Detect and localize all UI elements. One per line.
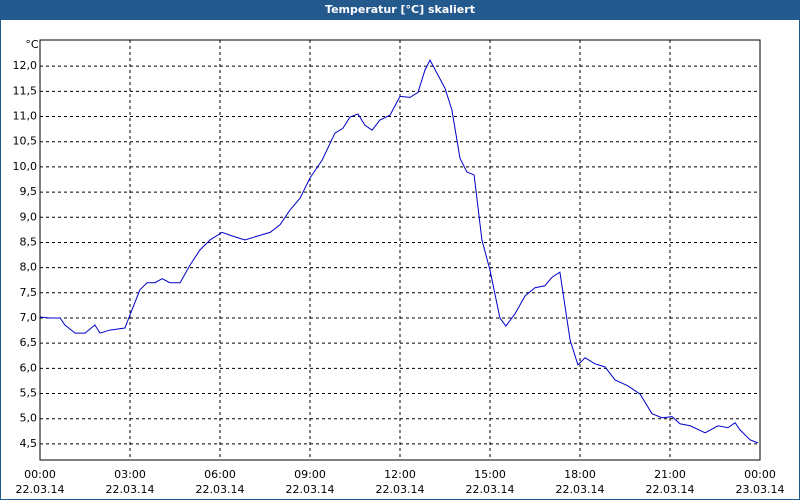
y-tick-label: 7,0 [20, 311, 38, 324]
x-tick-label: 06:00 [204, 468, 236, 481]
x-tick-label: 00:00 [24, 468, 56, 481]
y-tick-label: 9,5 [20, 185, 38, 198]
y-tick-label: 6,0 [20, 361, 38, 374]
x-tick-label: 09:00 [294, 468, 326, 481]
x-tick-sublabel: 22.03.14 [196, 483, 245, 496]
x-tick-sublabel: 22.03.14 [556, 483, 605, 496]
y-tick-label: 10,5 [13, 135, 38, 148]
x-tick-label: 21:00 [654, 468, 686, 481]
x-tick-label: 18:00 [564, 468, 596, 481]
x-tick-label: 12:00 [384, 468, 416, 481]
x-tick-sublabel: 23.03.14 [736, 483, 785, 496]
x-tick-label: 15:00 [474, 468, 506, 481]
y-tick-label: 8,5 [20, 235, 38, 248]
x-tick-sublabel: 22.03.14 [466, 483, 515, 496]
y-unit: °C [25, 38, 39, 51]
y-tick-label: 4,5 [20, 437, 38, 450]
data-line [39, 59, 759, 444]
y-tick-label: 9,0 [20, 210, 38, 223]
x-tick-sublabel: 22.03.14 [106, 483, 155, 496]
y-tick-label: 10,0 [13, 160, 38, 173]
y-tick-label: 8,0 [20, 261, 38, 274]
x-tick-label: 03:00 [114, 468, 146, 481]
chart-title: Temperatur [°C] skaliert [325, 3, 475, 16]
y-tick-label: 11,5 [13, 84, 38, 97]
title-bar [0, 0, 800, 20]
y-tick-label: 5,0 [20, 412, 38, 425]
y-tick-label: 6,5 [20, 336, 38, 349]
x-tick-sublabel: 22.03.14 [376, 483, 425, 496]
y-tick-label: 12,0 [13, 59, 38, 72]
y-tick-label: 11,0 [13, 110, 38, 123]
x-tick-sublabel: 22.03.14 [286, 483, 335, 496]
y-tick-label: 5,5 [20, 387, 38, 400]
x-tick-label: 00:00 [744, 468, 776, 481]
x-tick-sublabel: 22.03.14 [646, 483, 695, 496]
x-tick-sublabel: 22.03.14 [16, 483, 65, 496]
y-tick-label: 7,5 [20, 286, 38, 299]
